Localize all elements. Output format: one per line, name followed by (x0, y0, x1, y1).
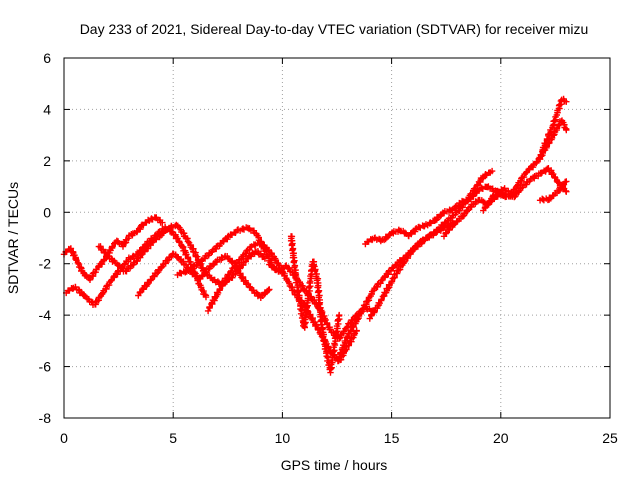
series-sat-track-4 (135, 250, 273, 301)
y-tick-label: 2 (43, 153, 51, 169)
series-markers (362, 183, 509, 248)
series-sat-track-11 (366, 167, 496, 322)
series-markers (135, 250, 273, 301)
axis-ticks (63, 57, 611, 419)
series-sat-track-15 (536, 178, 570, 204)
x-tick-label: 5 (169, 430, 177, 446)
series-markers (536, 95, 570, 163)
series-sat-track-14 (536, 95, 570, 163)
x-tick-label: 10 (275, 430, 291, 446)
plot-frame (63, 57, 611, 419)
grid-lines (64, 58, 610, 418)
x-tick-label: 25 (602, 430, 618, 446)
series-sat-track-8 (287, 233, 343, 376)
series-sat-track-1 (60, 214, 166, 283)
series-sat-track-10 (362, 183, 509, 248)
x-tick-label: 15 (384, 430, 400, 446)
series-line (338, 222, 454, 357)
x-axis-label: GPS time / hours (281, 457, 388, 473)
data-series (60, 95, 570, 376)
y-tick-label: 0 (43, 204, 51, 220)
y-axis-label: SDTVAR / TECUs (5, 182, 21, 294)
series-sat-track-13 (480, 117, 570, 214)
series-markers (366, 167, 496, 322)
y-tick-label: -8 (39, 410, 52, 426)
y-tick-labels: -8 -6 -4 -2 0 2 4 6 (39, 50, 52, 426)
x-tick-labels: 0 5 10 15 20 25 (60, 430, 618, 446)
y-tick-label: 4 (43, 101, 51, 117)
x-tick-label: 0 (60, 430, 68, 446)
y-tick-label: -2 (39, 256, 52, 272)
series-markers (536, 178, 570, 204)
chart-title: Day 233 of 2021, Sidereal Day-to-day VTE… (80, 21, 589, 37)
series-markers (287, 233, 343, 376)
y-tick-label: -6 (39, 359, 52, 375)
x-tick-label: 20 (493, 430, 509, 446)
y-tick-label: -4 (39, 307, 52, 323)
series-markers (480, 117, 570, 214)
y-tick-label: 6 (43, 50, 51, 66)
